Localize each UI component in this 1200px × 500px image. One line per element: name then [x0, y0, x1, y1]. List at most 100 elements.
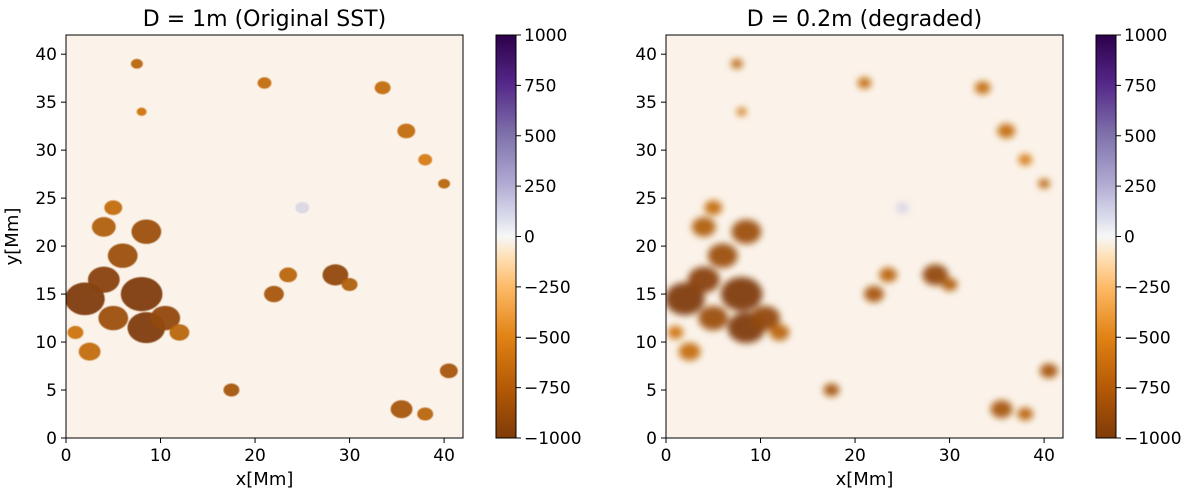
x-tick-label: 30 — [939, 446, 961, 466]
magnetic-feature — [990, 400, 1013, 419]
colorbar-tick-label: −250 — [1124, 278, 1171, 298]
magnetic-feature — [974, 81, 991, 95]
magnetic-feature — [678, 342, 701, 361]
magnetic-feature — [130, 58, 143, 69]
magnetic-feature — [98, 305, 129, 331]
x-tick-label: 10 — [150, 446, 172, 466]
magnetic-feature — [66, 282, 105, 316]
y-tick-label: 5 — [46, 381, 57, 401]
magnetic-feature — [922, 264, 949, 286]
colorbar-ticks: 1000 750 500 250 0 −250 −500 −750 −1000 — [1116, 26, 1182, 449]
magnetic-feature — [667, 325, 684, 339]
magnetic-feature — [87, 266, 120, 293]
heatmap-background — [666, 35, 1063, 438]
x-axis-label: x[Mm] — [836, 469, 894, 490]
magnetic-feature — [257, 77, 272, 89]
magnetic-feature — [279, 267, 298, 283]
colorbar-tick-label: 750 — [1124, 76, 1156, 96]
colorbar-tick-label: −750 — [524, 379, 571, 399]
colorbar-tick-label: −750 — [1124, 379, 1171, 399]
magnetic-feature — [67, 325, 84, 339]
y-tick-label: 35 — [635, 93, 657, 113]
y-tick-label: 20 — [35, 237, 57, 257]
colorbar-tick-label: 500 — [1124, 127, 1156, 147]
y-tick-label: 0 — [646, 429, 657, 449]
y-tick-label: 35 — [35, 93, 57, 113]
magnetic-feature — [417, 407, 434, 421]
magnetic-feature — [438, 178, 451, 189]
magnetic-feature — [169, 324, 190, 341]
x-axis-ticks: 0 10 20 30 40 — [61, 438, 455, 466]
magnetic-feature — [91, 217, 116, 237]
y-tick-label: 5 — [646, 381, 657, 401]
x-tick-label: 0 — [61, 446, 72, 466]
y-tick-label: 30 — [35, 141, 57, 161]
colorbar-tick-label: −500 — [1124, 328, 1171, 348]
x-tick-label: 20 — [844, 446, 866, 466]
magnetic-feature — [823, 383, 840, 397]
magnetic-feature — [879, 267, 898, 283]
magnetic-feature — [687, 266, 720, 293]
magnetic-feature — [857, 77, 872, 89]
x-tick-label: 0 — [661, 446, 672, 466]
magnetic-feature — [730, 58, 743, 69]
magnetic-feature — [666, 282, 705, 316]
colorbar-tick-label: −1000 — [1124, 429, 1182, 449]
colorbar — [495, 34, 517, 439]
magnetic-feature — [691, 217, 716, 237]
y-tick-label: 40 — [35, 45, 57, 65]
y-axis-ticks: 0 5 10 15 20 25 30 35 40 — [35, 45, 66, 449]
colorbar-tick-label: 1000 — [1124, 26, 1167, 46]
panel-title-original: D = 1m (Original SST) — [143, 7, 386, 32]
magnetic-feature — [1039, 363, 1058, 379]
magnetic-feature — [941, 277, 958, 292]
y-tick-label: 10 — [35, 333, 57, 353]
x-tick-label: 40 — [1033, 446, 1055, 466]
y-axis-label: y[Mm] — [2, 208, 23, 266]
magnetic-feature — [750, 305, 781, 331]
magnetic-feature — [418, 154, 433, 166]
magnetic-feature — [104, 200, 123, 216]
magnetic-feature — [895, 202, 910, 214]
magnetic-feature — [390, 400, 413, 419]
panel-original: D = 1m (Original SST) 0 10 20 30 40 0 5 10 15 20… — [2, 7, 582, 490]
y-tick-label: 0 — [46, 429, 57, 449]
magnetic-feature — [322, 264, 349, 286]
magnetic-feature — [707, 243, 738, 268]
magnetic-feature — [78, 342, 101, 361]
y-tick-label: 30 — [635, 141, 657, 161]
magnetic-feature — [397, 123, 416, 139]
plot-frame — [65, 34, 464, 439]
colorbar-tick-label: 0 — [524, 228, 535, 248]
x-tick-label: 10 — [750, 446, 772, 466]
y-axis-ticks: 0 5 10 15 20 25 30 35 40 — [635, 45, 666, 449]
colorbar-tick-label: 0 — [1124, 228, 1135, 248]
y-tick-label: 10 — [635, 333, 657, 353]
x-tick-label: 40 — [433, 446, 455, 466]
colorbar-ticks: 1000 750 500 250 0 −250 −500 −750 −1000 — [516, 26, 582, 449]
colorbar-tick-label: 500 — [524, 127, 556, 147]
magnetic-feature — [1038, 178, 1051, 189]
y-tick-label: 25 — [635, 189, 657, 209]
magnetic-feature — [136, 107, 147, 116]
magnetic-feature — [736, 107, 747, 116]
heatmap-features-original — [66, 58, 458, 421]
colorbar-tick-label: 250 — [1124, 177, 1156, 197]
magnetic-feature — [864, 285, 884, 303]
colorbar-tick-label: −500 — [524, 328, 571, 348]
magnetic-feature — [120, 276, 163, 312]
magnetic-feature — [374, 81, 391, 95]
x-tick-label: 30 — [339, 446, 361, 466]
y-tick-label: 15 — [635, 285, 657, 305]
colorbar-tick-label: −1000 — [524, 429, 582, 449]
magnetic-feature — [341, 277, 358, 292]
magnetic-feature — [107, 243, 138, 268]
colorbar-tick-label: 750 — [524, 76, 556, 96]
magnetic-feature — [439, 363, 458, 379]
magnetic-feature — [223, 383, 240, 397]
magnetic-feature — [731, 219, 762, 244]
y-tick-label: 20 — [635, 237, 657, 257]
magnetic-feature — [131, 219, 162, 244]
magnetic-feature — [264, 285, 284, 303]
colorbar — [1095, 34, 1117, 439]
